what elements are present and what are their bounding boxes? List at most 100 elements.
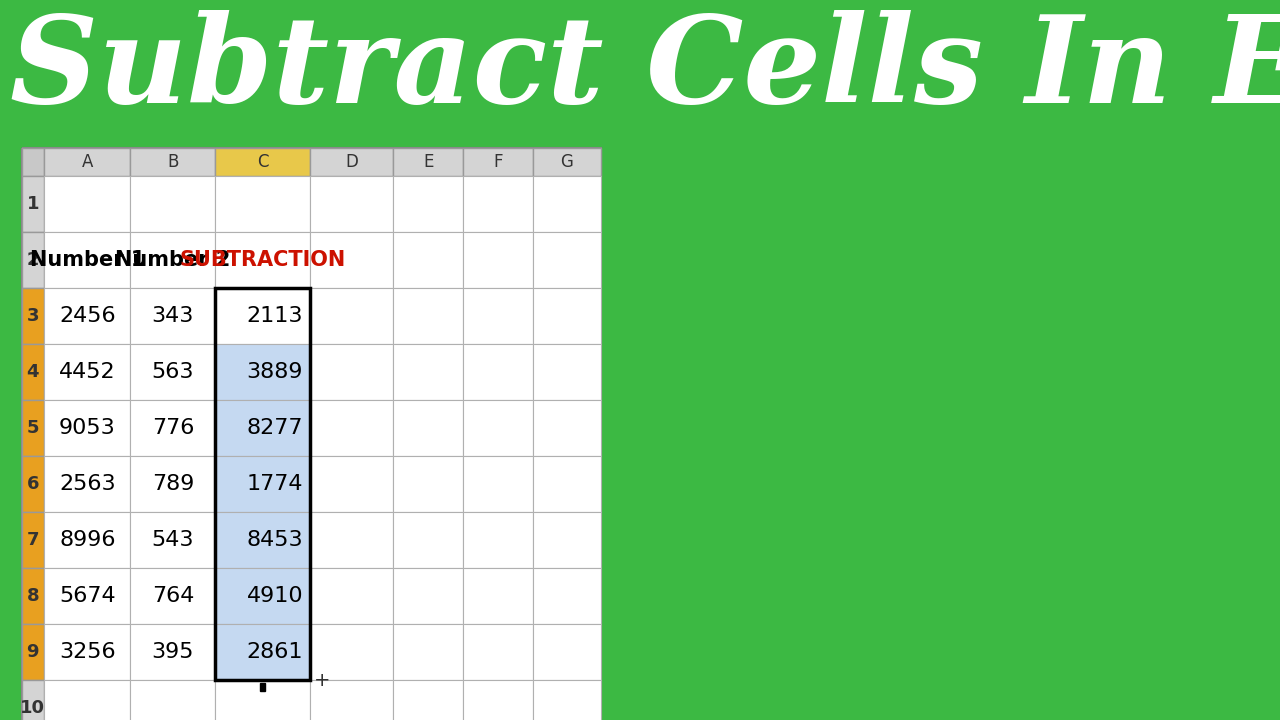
Bar	[45, 568, 131, 624]
Bar	[22, 232, 45, 288]
Bar	[463, 344, 534, 400]
Bar	[22, 148, 600, 720]
Text: 789: 789	[152, 474, 195, 494]
Bar	[45, 624, 131, 680]
Bar	[215, 512, 310, 568]
Bar	[393, 400, 463, 456]
Bar	[215, 624, 310, 680]
Bar	[534, 456, 600, 512]
Bar	[22, 400, 45, 456]
Bar	[393, 176, 463, 232]
Bar	[215, 288, 310, 344]
Bar	[310, 512, 393, 568]
Text: 3889: 3889	[247, 362, 303, 382]
Bar	[131, 288, 215, 344]
Bar	[45, 288, 131, 344]
Bar	[45, 400, 131, 456]
Text: 776: 776	[152, 418, 195, 438]
Bar	[215, 512, 310, 568]
Bar	[463, 232, 534, 288]
Bar	[215, 568, 310, 624]
Bar	[310, 232, 393, 288]
Text: 3256: 3256	[59, 642, 115, 662]
Text: 2113: 2113	[247, 306, 303, 326]
Bar	[45, 512, 131, 568]
Bar	[393, 512, 463, 568]
Text: 343: 343	[152, 306, 195, 326]
Bar	[215, 288, 310, 680]
Bar	[22, 176, 45, 232]
Text: A: A	[82, 153, 93, 171]
Bar	[131, 232, 215, 288]
Bar	[215, 680, 310, 720]
Bar	[215, 456, 310, 512]
Bar	[215, 344, 310, 400]
Bar	[131, 148, 215, 176]
Text: Number 2: Number 2	[115, 250, 230, 270]
Bar	[131, 680, 215, 720]
Bar	[45, 344, 131, 400]
Bar	[22, 148, 600, 720]
Text: 9053: 9053	[59, 418, 115, 438]
Bar	[393, 680, 463, 720]
Text: 2861: 2861	[247, 642, 303, 662]
Text: 8: 8	[27, 587, 40, 605]
Text: 5674: 5674	[59, 586, 115, 606]
Bar	[45, 232, 131, 288]
Bar	[22, 456, 45, 512]
Bar	[534, 624, 600, 680]
Bar	[534, 344, 600, 400]
Text: 4: 4	[27, 363, 40, 381]
Bar	[463, 680, 534, 720]
Bar	[393, 624, 463, 680]
Text: 10: 10	[20, 699, 45, 717]
Bar	[215, 232, 310, 288]
Bar	[215, 624, 310, 680]
Bar	[310, 288, 393, 344]
Text: 8453: 8453	[247, 530, 303, 550]
Bar	[215, 456, 310, 512]
Bar	[463, 288, 534, 344]
Bar	[215, 568, 310, 624]
Bar	[45, 148, 131, 176]
Bar	[131, 624, 215, 680]
Bar	[534, 512, 600, 568]
Bar	[310, 176, 393, 232]
Text: E: E	[422, 153, 434, 171]
Bar	[393, 456, 463, 512]
Bar	[393, 148, 463, 176]
Text: Number 1: Number 1	[29, 250, 145, 270]
Text: 563: 563	[151, 362, 195, 382]
Bar	[131, 176, 215, 232]
Text: 3: 3	[27, 307, 40, 325]
Bar	[22, 624, 45, 680]
Bar	[215, 288, 310, 344]
Text: 6: 6	[27, 475, 40, 493]
Bar	[534, 568, 600, 624]
Bar	[463, 148, 534, 176]
Bar	[310, 624, 393, 680]
Text: B: B	[168, 153, 179, 171]
Text: 1: 1	[27, 195, 40, 213]
Text: 2: 2	[27, 251, 40, 269]
Bar	[393, 232, 463, 288]
Text: 2456: 2456	[59, 306, 115, 326]
Text: F: F	[494, 153, 503, 171]
Bar	[215, 344, 310, 400]
Bar	[22, 680, 45, 720]
Bar	[310, 400, 393, 456]
Bar	[131, 512, 215, 568]
Text: 543: 543	[151, 530, 195, 550]
Bar	[22, 148, 45, 176]
Text: 1774: 1774	[247, 474, 303, 494]
Bar	[534, 680, 600, 720]
Text: 764: 764	[152, 586, 195, 606]
Text: 8996: 8996	[59, 530, 115, 550]
Bar	[131, 568, 215, 624]
Bar	[463, 456, 534, 512]
Text: 4910: 4910	[247, 586, 303, 606]
Text: 8277: 8277	[247, 418, 303, 438]
Bar	[22, 288, 45, 344]
Bar	[310, 344, 393, 400]
Text: G: G	[561, 153, 573, 171]
